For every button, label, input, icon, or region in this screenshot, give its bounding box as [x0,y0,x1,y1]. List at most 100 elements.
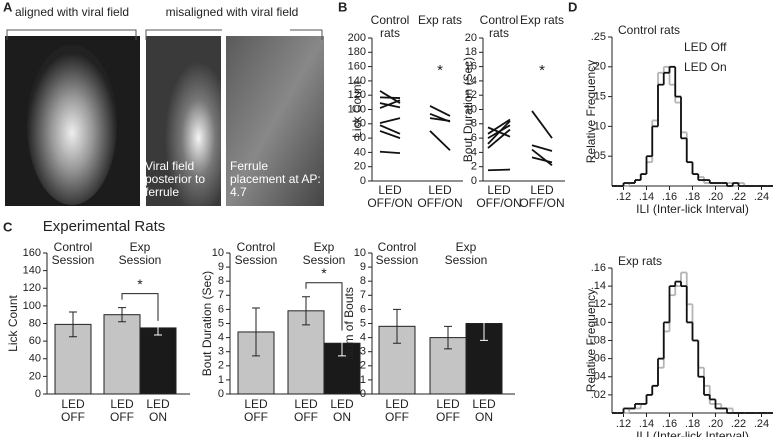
y-axis-label: Bout Duration (Sec) [200,271,214,376]
subject-line [531,148,553,166]
y-tick-label: 100 [348,103,366,115]
subject-line [487,128,511,149]
x-tick-label: LED ON [472,397,496,424]
x-label: LED OFF/ON [476,183,522,210]
y-tick-label: .08 [591,334,606,346]
legend-label: LED On [684,60,727,74]
x-tick-label: .24 [754,191,769,203]
y-axis-label: Bout Duration (Sec) [461,57,475,162]
x-tick-label: .22 [731,191,746,203]
y-tick-label: .02 [591,389,606,401]
x-tick-label: .24 [754,418,769,430]
significance-bracket [305,282,343,331]
error-bar [444,325,452,350]
y-tick-label: 60 [29,335,41,347]
y-tick-label: 12 [465,89,477,101]
subject-line [429,105,451,117]
error-bar [118,307,126,323]
x-tick-label: .20 [708,418,723,430]
x-tick-label: .20 [708,191,723,203]
y-tick-label: 5 [360,317,366,329]
y-tick-label: 3 [360,346,366,358]
subject-line [379,99,401,109]
panel-label: C [3,219,13,234]
y-tick-label: 0 [218,388,224,400]
y-tick-label: .05 [591,150,606,162]
bar [139,327,177,395]
y-tick-label: 0 [35,388,41,400]
subject-line [531,156,553,164]
y-tick-label: 0 [360,388,366,400]
error-bar [480,306,488,341]
subject-line [379,124,401,135]
subject-line [379,130,401,139]
subject-line [379,102,401,109]
x-tick-label: LED ON [146,397,170,424]
subject-line [379,96,401,99]
y-tick-label: .06 [591,353,606,365]
subject-line [487,126,511,138]
y-tick-label: 40 [29,353,41,365]
y-tick-label: 20 [29,370,41,382]
y-tick-label: 1 [360,374,366,386]
x-tick-label: .18 [685,418,700,430]
image-label: aligned with viral field [14,5,130,19]
group-label: Exp rats [519,13,564,27]
image-caption: Ferrule placement at AP: 4.7 [230,159,321,199]
y-tick-label: 4 [218,332,224,344]
y-tick-label: 0 [471,175,477,187]
y-tick-label: 120 [23,282,41,294]
x-tick-label: .22 [731,418,746,430]
x-tick-label: .16 [662,418,677,430]
image [146,36,221,206]
panel-label: B [338,0,347,14]
y-axis-label: Lick Count [350,80,364,137]
y-tick-label: 6 [360,303,366,315]
x-tick-label: .18 [685,191,700,203]
y-tick-label: 0 [360,175,366,187]
y-tick-label: 3 [218,346,224,358]
x-tick-label: LED OFF [294,397,318,424]
subject-line [379,117,401,124]
y-tick-label: 120 [348,89,366,101]
group-label: Control Session [51,240,95,267]
y-tick-label: 10 [465,103,477,115]
subject-line [531,110,553,139]
y-tick-label: .25 [591,31,606,43]
error-bar [302,296,310,326]
y-axis-label: Num of Bouts [342,287,356,360]
x-tick-label: LED OFF [385,397,409,424]
y-tick-label: 2 [218,360,224,372]
y-tick-label: .20 [591,61,606,73]
y-tick-label: .16 [591,262,606,274]
image-caption: Viral field posterior to ferrule [145,159,206,199]
x-axis-label: ILI (Inter-lick Interval) [636,429,749,437]
image [226,36,324,206]
x-tick-label: .14 [639,418,654,430]
y-tick-label: 180 [348,46,366,58]
y-axis-label: Relative Frequency [584,289,598,392]
group-label: Exp Session [444,240,488,267]
y-tick-label: .04 [591,371,606,383]
y-tick-label: 100 [23,300,41,312]
error-bar [252,307,260,357]
y-tick-label: 8 [471,118,477,130]
legend-label: LED Off [684,40,727,54]
significance: * [137,275,143,292]
panel-a-images [5,29,324,206]
group-label: Control Session [375,240,419,267]
y-tick-label: 40 [354,146,366,158]
chart-title: Exp rats [618,254,662,268]
y-tick-label: 20 [354,161,366,173]
significance: * [321,264,327,281]
y-tick-label: 200 [348,32,366,44]
significance: * [539,62,545,79]
group-label: Control rats [370,13,410,40]
y-tick-label: 18 [465,46,477,58]
y-tick-label: 6 [471,132,477,144]
y-tick-label: 80 [29,317,41,329]
x-tick-label: LED OFF [61,397,85,424]
y-tick-label: 160 [348,61,366,73]
